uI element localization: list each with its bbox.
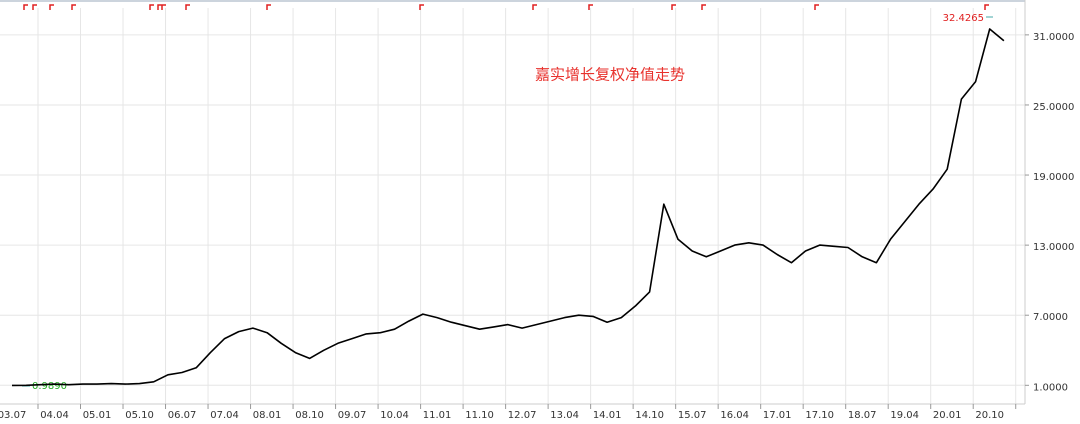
x-tick-label: 05.10	[125, 410, 154, 421]
x-tick-label: 17.10	[805, 410, 834, 421]
min-annotation: 0.9890	[32, 381, 67, 392]
x-tick-label: 16.04	[720, 410, 749, 421]
x-tick-label: 11.01	[423, 410, 452, 421]
x-tick-label: 04.04	[40, 410, 69, 421]
y-tick-label: 7.0000	[1033, 312, 1068, 323]
y-tick-label: 25.0000	[1033, 102, 1074, 113]
x-tick-label: 20.10	[975, 410, 1004, 421]
x-tick-label: 06.07	[168, 410, 197, 421]
x-tick-label: 20.01	[933, 410, 962, 421]
dividend-flags	[23, 4, 989, 10]
x-tick-label: 09.07	[338, 410, 367, 421]
chart-title: 嘉实增长复权净值走势	[535, 66, 685, 84]
x-tick-label: 19.04	[890, 410, 919, 421]
y-tick-label: 1.0000	[1033, 382, 1068, 393]
x-tick-label: 07.04	[210, 410, 239, 421]
x-tick-label: 08.01	[253, 410, 282, 421]
x-tick-label: 14.10	[635, 410, 664, 421]
x-tick-label: 14.01	[593, 410, 622, 421]
x-tick-label: 03.07	[0, 410, 26, 421]
x-tick-label: 08.10	[295, 410, 324, 421]
nav-line	[11, 28, 1005, 387]
x-tick-label: 18.07	[848, 410, 877, 421]
y-tick-label: 13.0000	[1033, 242, 1074, 253]
x-tick-label: 11.10	[465, 410, 494, 421]
x-tick-label: 10.04	[380, 410, 409, 421]
x-tick-label: 05.01	[83, 410, 112, 421]
y-tick-label: 31.0000	[1033, 32, 1074, 43]
x-tick-label: 17.01	[763, 410, 792, 421]
x-tick-label: 13.04	[550, 410, 579, 421]
x-tick-label: 15.07	[678, 410, 707, 421]
y-tick-label: 19.0000	[1033, 172, 1074, 183]
max-annotation: 32.4265	[943, 13, 984, 24]
x-tick-label: 12.07	[508, 410, 537, 421]
